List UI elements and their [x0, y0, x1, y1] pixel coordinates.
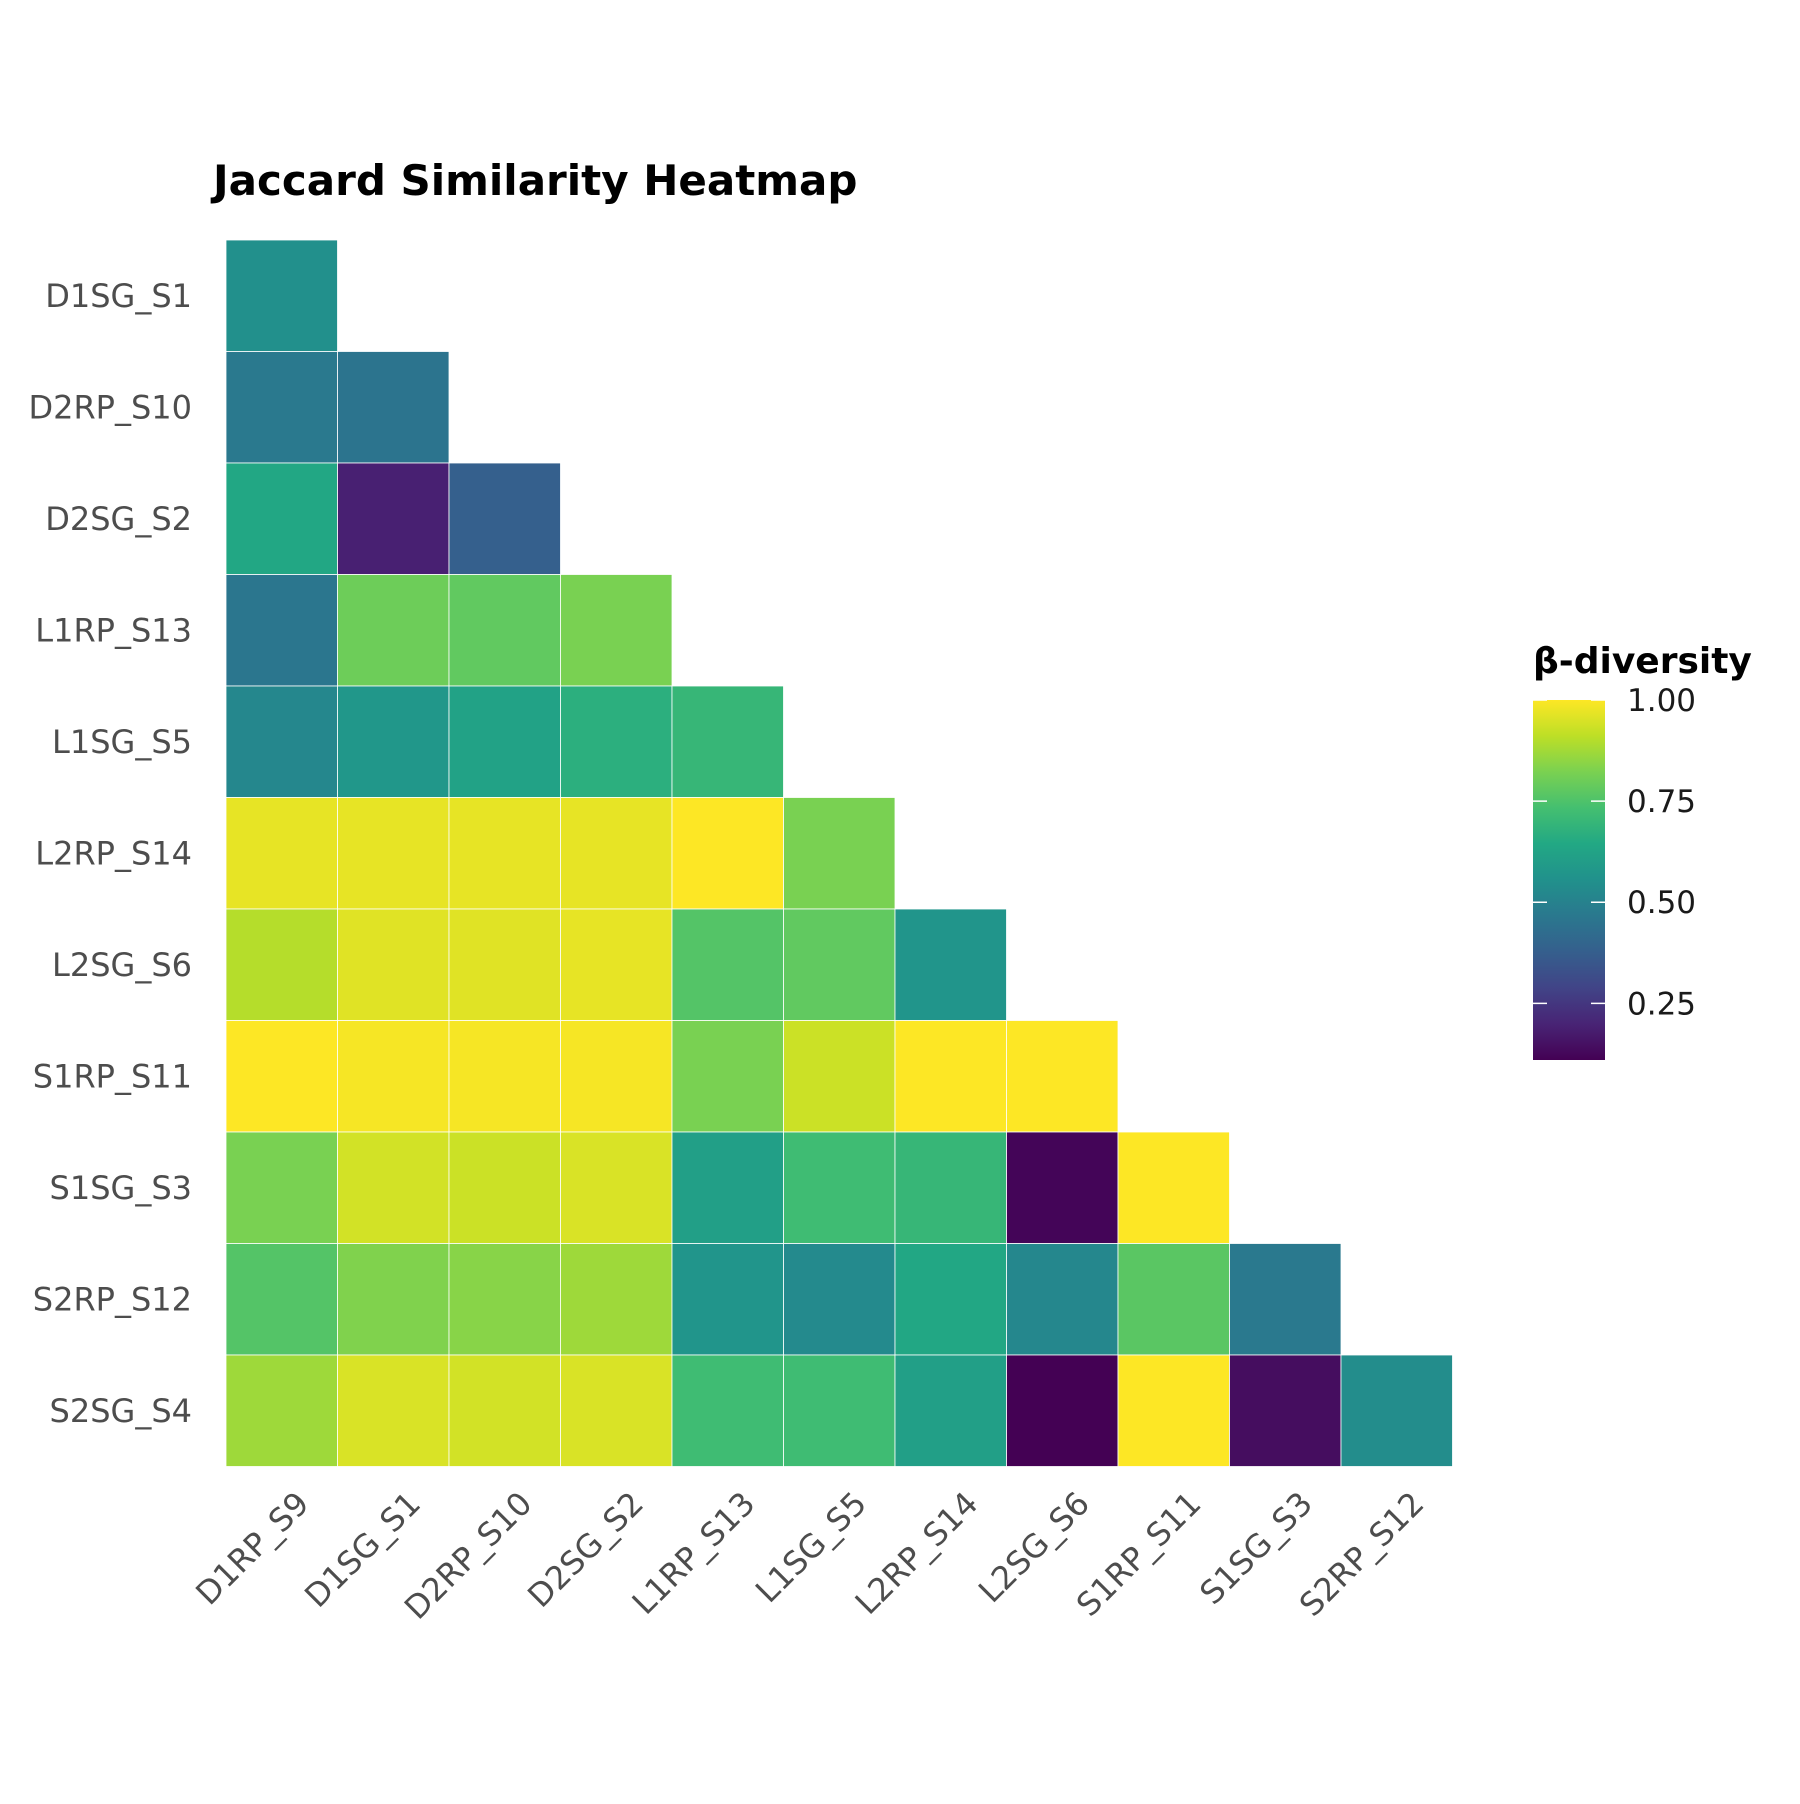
- y-tick-label: L1RP_S13: [35, 611, 192, 649]
- legend-tick-label: 1.00: [1627, 683, 1696, 719]
- heatmap-cell: [448, 797, 561, 910]
- legend-title: β-diversity: [1533, 641, 1752, 682]
- heatmap-cell: [225, 1131, 338, 1244]
- heatmap-cell: [560, 797, 673, 910]
- heatmap-cell: [671, 1131, 784, 1244]
- heatmap-cell: [560, 1131, 673, 1244]
- heatmap-cell: [448, 1243, 561, 1356]
- heatmap-cell: [1006, 1131, 1119, 1244]
- heatmap-cell: [225, 685, 338, 798]
- heatmap-cell: [560, 908, 673, 1021]
- y-tick-label: L2SG_S6: [52, 946, 192, 984]
- heatmap-cell: [337, 908, 450, 1021]
- heatmap-cell: [337, 797, 450, 910]
- heatmap-cell: [1117, 1131, 1230, 1244]
- heatmap-cell: [560, 574, 673, 687]
- legend-tick-label: 0.50: [1627, 885, 1696, 921]
- y-tick-label: S2RP_S12: [33, 1280, 192, 1318]
- heatmap-cell: [1229, 1243, 1342, 1356]
- heatmap-cell: [783, 797, 896, 910]
- heatmap-cell: [337, 1020, 450, 1133]
- heatmap-cell: [894, 1131, 1007, 1244]
- heatmap-cell: [671, 797, 784, 910]
- y-axis-labels: D1SG_S1 D2RP_S10 D2SG_S2 L1RP_S13 L1SG_S5 L2R…: [28, 277, 192, 1430]
- heatmap-cell: [448, 908, 561, 1021]
- x-tick-label: L1RP_S13: [625, 1484, 763, 1622]
- heatmap-cell: [560, 1020, 673, 1133]
- heatmap-cell: [560, 685, 673, 798]
- heatmap-cell: [225, 351, 338, 464]
- x-tick-label: D1RP_S9: [188, 1484, 316, 1612]
- heatmap-cell: [894, 1020, 1007, 1133]
- y-tick-label: S1SG_S3: [50, 1169, 192, 1207]
- heatmap-cell: [225, 1243, 338, 1356]
- heatmap-cell: [671, 908, 784, 1021]
- legend-colorbar: [1533, 700, 1605, 1060]
- heatmap-cell: [448, 462, 561, 575]
- heatmap-cell: [894, 1354, 1007, 1467]
- y-tick-label: S1RP_S11: [33, 1057, 192, 1095]
- heatmap-cell: [783, 1243, 896, 1356]
- heatmap-cell: [894, 1243, 1007, 1356]
- heatmap-cell: [225, 462, 338, 575]
- heatmap-cell: [783, 1020, 896, 1133]
- legend-tick-label: 0.25: [1627, 986, 1696, 1022]
- y-tick-label: L1SG_S5: [52, 723, 192, 761]
- heatmap-cell: [783, 908, 896, 1021]
- heatmap-cell: [337, 1131, 450, 1244]
- chart-title: Jaccard Similarity Heatmap: [210, 156, 857, 205]
- heatmap-cell: [671, 1020, 784, 1133]
- heatmap-cell: [448, 1131, 561, 1244]
- heatmap-cell: [1006, 1354, 1119, 1467]
- heatmap-cells: [225, 239, 1453, 1467]
- x-tick-label: L2RP_S14: [848, 1484, 986, 1622]
- heatmap-cell: [783, 1131, 896, 1244]
- heatmap-cell: [894, 908, 1007, 1021]
- heatmap-cell: [337, 462, 450, 575]
- heatmap-cell: [1006, 1243, 1119, 1356]
- heatmap-cell: [671, 1243, 784, 1356]
- heatmap-cell: [448, 574, 561, 687]
- heatmap-cell: [671, 685, 784, 798]
- color-legend: β-diversity 1.00 0.75 0.50 0.25: [1533, 641, 1752, 1060]
- y-tick-label: D2SG_S2: [45, 500, 192, 538]
- x-axis-labels: D1RP_S9D1SG_S1D2RP_S10D2SG_S2L1RP_S13L1S…: [188, 1484, 1431, 1627]
- heatmap-cell: [448, 1354, 561, 1467]
- y-tick-label: L2RP_S14: [35, 834, 192, 872]
- heatmap-cell: [560, 1243, 673, 1356]
- heatmap-cell: [225, 239, 338, 352]
- heatmap-cell: [337, 351, 450, 464]
- heatmap-cell: [671, 1354, 784, 1467]
- heatmap-cell: [1229, 1354, 1342, 1467]
- y-tick-label: D1SG_S1: [45, 277, 192, 315]
- heatmap-cell: [225, 1354, 338, 1467]
- heatmap-cell: [560, 1354, 673, 1467]
- heatmap-cell: [1117, 1243, 1230, 1356]
- heatmap-cell: [448, 685, 561, 798]
- heatmap-cell: [225, 908, 338, 1021]
- y-tick-label: D2RP_S10: [28, 388, 192, 426]
- heatmap-cell: [448, 1020, 561, 1133]
- heatmap-cell: [1006, 1020, 1119, 1133]
- legend-ticks: 1.00 0.75 0.50 0.25: [1533, 683, 1696, 1022]
- heatmap-cell: [1117, 1354, 1230, 1467]
- heatmap-cell: [337, 685, 450, 798]
- heatmap-cell: [337, 574, 450, 687]
- y-tick-label: S2SG_S4: [50, 1392, 192, 1430]
- heatmap-cell: [337, 1243, 450, 1356]
- legend-tick-label: 0.75: [1627, 784, 1696, 820]
- heatmap-cell: [225, 797, 338, 910]
- heatmap-cell: [1340, 1354, 1453, 1467]
- heatmap-cell: [225, 574, 338, 687]
- heatmap-cell: [783, 1354, 896, 1467]
- heatmap-cell: [225, 1020, 338, 1133]
- heatmap-cell: [337, 1354, 450, 1467]
